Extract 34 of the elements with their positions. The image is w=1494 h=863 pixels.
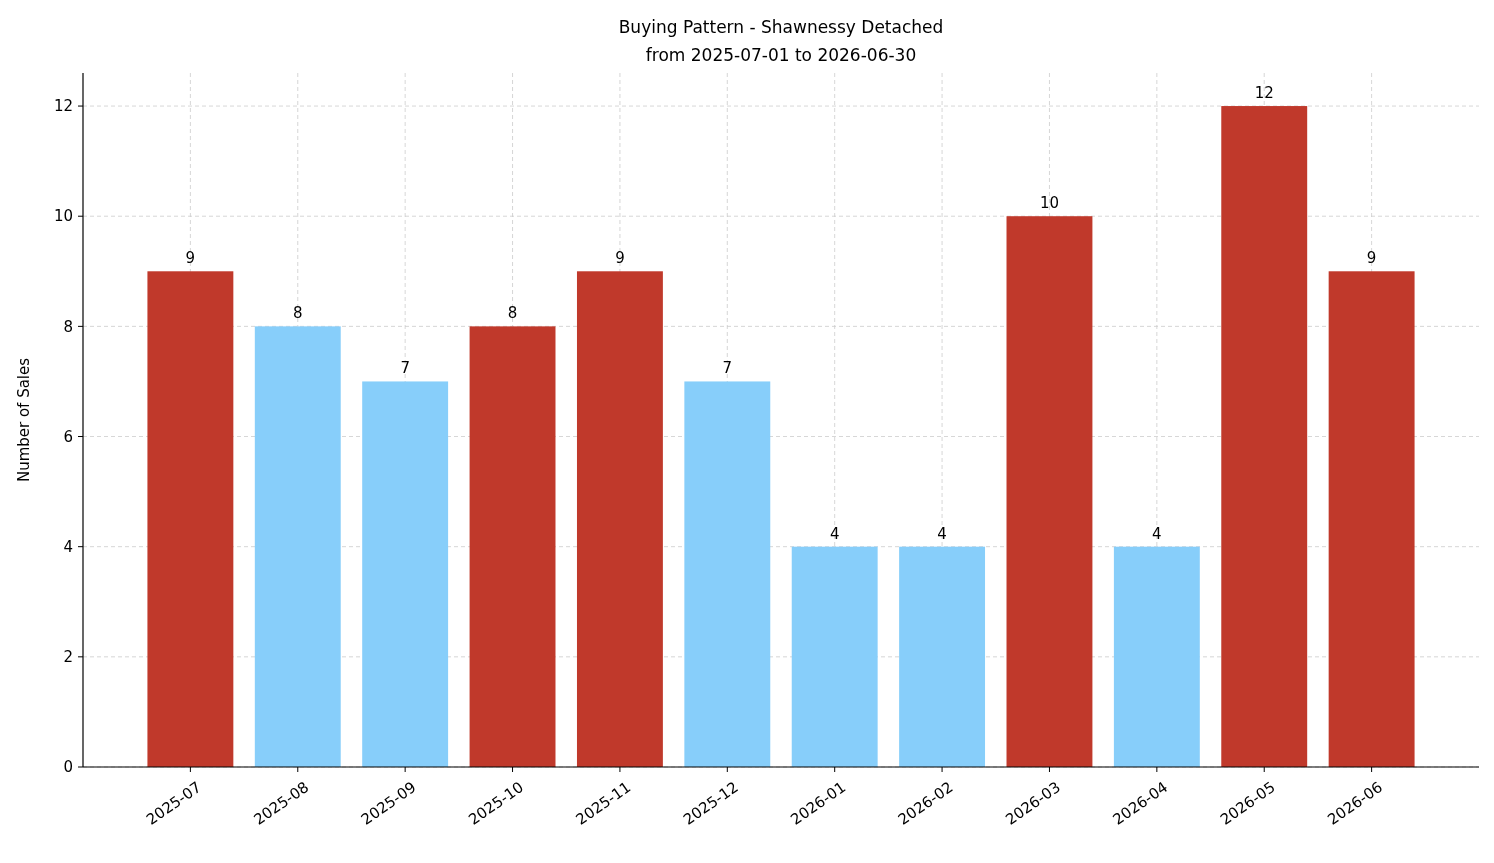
y-tick-label: 8 [63, 317, 73, 336]
y-tick-label: 6 [63, 427, 73, 446]
data-label: 12 [1254, 84, 1274, 103]
data-label: 9 [615, 249, 625, 268]
bar [791, 546, 878, 767]
bar [576, 271, 663, 767]
data-label: 8 [507, 304, 518, 323]
bar [899, 546, 986, 767]
data-label: 4 [937, 524, 947, 543]
y-tick-label: 0 [63, 758, 73, 777]
data-label: 10 [1039, 194, 1060, 213]
data-label: 7 [400, 359, 410, 378]
y-tick-label: 4 [63, 537, 73, 556]
data-label: 4 [829, 524, 840, 543]
bar [254, 326, 341, 767]
data-label: 7 [722, 359, 733, 378]
y-tick-label: 2 [63, 648, 73, 667]
bar [1113, 546, 1200, 767]
bar [1221, 106, 1308, 767]
bar [469, 326, 556, 767]
bar [684, 381, 771, 767]
bar [1006, 216, 1093, 767]
y-tick-label: 10 [53, 207, 73, 226]
chart-subtitle: from 2025-07-01 to 2026-06-30 [645, 45, 917, 65]
bar [147, 271, 234, 767]
chart-title: Buying Pattern - Shawnessy Detached [618, 17, 944, 37]
bar [1328, 271, 1415, 767]
data-label: 8 [293, 304, 303, 323]
data-label: 4 [1152, 524, 1162, 543]
bar [362, 381, 449, 767]
y-axis-title: Number of Sales [15, 357, 33, 483]
data-label: 9 [1366, 249, 1377, 268]
data-label: 9 [185, 249, 196, 268]
y-tick-label: 12 [53, 97, 73, 116]
